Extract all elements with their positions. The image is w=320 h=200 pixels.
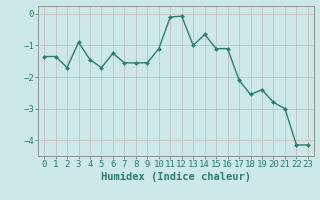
X-axis label: Humidex (Indice chaleur): Humidex (Indice chaleur) bbox=[101, 172, 251, 182]
